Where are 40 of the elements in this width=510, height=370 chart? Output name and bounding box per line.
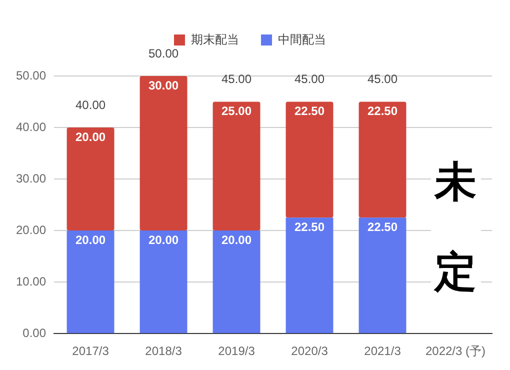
- data-label: 22.50: [294, 104, 325, 118]
- x-tick-label: 2021/3: [364, 344, 402, 358]
- y-tick-label: 20.00: [16, 222, 46, 237]
- total-label: 45.00: [367, 72, 398, 86]
- data-label: 20.00: [222, 232, 252, 247]
- y-tick-label: 50.00: [16, 68, 46, 82]
- bar: [212, 230, 260, 334]
- y-tick-label: 40.00: [16, 120, 46, 134]
- legend-label: 中間配当: [278, 32, 326, 46]
- y-tick-label: 30.00: [16, 171, 46, 186]
- bar: [358, 102, 406, 218]
- bar: [140, 76, 188, 231]
- total-label: 50.00: [148, 46, 179, 60]
- bar: [212, 102, 260, 231]
- data-label: 22.50: [294, 220, 325, 234]
- total-label: 40.00: [76, 98, 106, 112]
- x-tick-label: 2022/3 (予): [425, 344, 486, 358]
- total-label: 45.00: [294, 72, 325, 86]
- data-label: 22.50: [367, 104, 398, 118]
- data-label: 25.00: [222, 104, 252, 118]
- data-label: 20.00: [148, 232, 179, 247]
- bar: [286, 102, 334, 218]
- legend-label: 期末配当: [191, 32, 239, 46]
- y-tick-label: 10.00: [16, 274, 46, 288]
- y-tick-label: 0.00: [22, 326, 46, 340]
- x-tick-label: 2017/3: [72, 344, 110, 358]
- data-label: 20.00: [76, 232, 106, 247]
- bar: [66, 128, 114, 231]
- bar: [140, 230, 188, 334]
- data-label: 20.00: [76, 130, 106, 144]
- bar: [66, 230, 114, 334]
- x-tick-label: 2018/3: [145, 344, 182, 358]
- total-label: 45.00: [222, 72, 252, 86]
- annotation: 未定: [430, 136, 480, 318]
- bar: [358, 218, 406, 334]
- data-label: 30.00: [148, 78, 179, 92]
- bar: [286, 218, 334, 334]
- x-tick-label: 2020/3: [291, 344, 328, 358]
- x-tick-label: 2019/3: [218, 344, 256, 358]
- data-label: 22.50: [367, 220, 398, 234]
